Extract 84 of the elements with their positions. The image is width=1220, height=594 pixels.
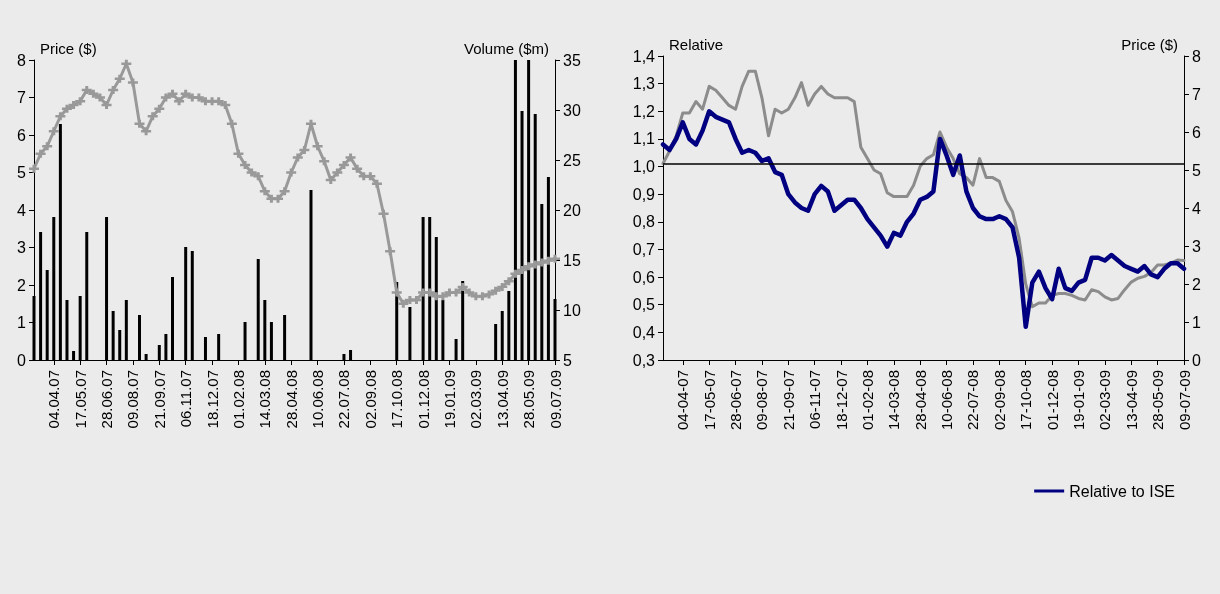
x-tick-label: 09-08-07 — [753, 370, 771, 431]
y-tick-label: 1,4 — [632, 47, 656, 65]
x-tick-label: 18-12-07 — [832, 370, 850, 431]
x-tick-label: 14-03-08 — [885, 370, 903, 431]
legend-label: Relative to ISE — [1069, 482, 1175, 500]
y2-tick-label: 35 — [563, 51, 581, 69]
x-tick-label: 09.08.07 — [124, 370, 142, 429]
y2-tick-label: 2 — [1192, 275, 1201, 293]
y-tick-label: 4 — [17, 201, 27, 219]
x-tick-label: 04.04.07 — [45, 370, 63, 429]
x-tick-label: 13-04-09 — [1122, 370, 1140, 431]
x-tick-label: 09-07-09 — [1175, 370, 1193, 431]
y-tick-label: 0,6 — [632, 268, 656, 286]
y-tick-label: 0 — [17, 351, 27, 369]
x-tick-label: 02-03-09 — [1096, 370, 1114, 431]
x-tick-label: 10.06.08 — [309, 370, 327, 429]
y-tick-label: 0,9 — [632, 185, 656, 203]
x-tick-label: 17-05-07 — [700, 370, 718, 431]
y2-tick-label: 0 — [1192, 351, 1201, 369]
x-tick-label: 17.05.07 — [71, 370, 89, 429]
x-tick-label: 02-09-08 — [990, 370, 1008, 431]
y-tick-label: 0,8 — [632, 213, 656, 231]
y2-tick-label: 6 — [1192, 123, 1201, 141]
x-tick-label: 28-05-09 — [1149, 370, 1167, 431]
y2-tick-label: 7 — [1192, 85, 1201, 103]
y-tick-label: 3 — [17, 239, 27, 256]
y-tick-label: 1,1 — [632, 130, 656, 148]
y-tick-label: 6 — [17, 126, 27, 144]
y2-tick-label: 8 — [1192, 47, 1201, 65]
x-tick-label: 04-04-07 — [674, 370, 692, 431]
x-tick-label: 09.07.09 — [546, 370, 564, 429]
y2-tick-label: 3 — [1192, 237, 1201, 255]
y-tick-label: 2 — [17, 276, 27, 294]
y-tick-label: 5 — [17, 164, 27, 181]
x-tick-label: 22.07.08 — [335, 370, 353, 429]
y-tick-label: 1 — [17, 314, 27, 331]
y2-tick-label: 15 — [563, 251, 581, 269]
x-tick-label: 17-10-08 — [1017, 370, 1035, 431]
x-tick-label: 19-01-09 — [1069, 370, 1087, 431]
y2-tick-label: 25 — [563, 151, 581, 169]
x-tick-label: 28-04-08 — [911, 370, 929, 431]
x-tick-label: 13.04.09 — [493, 370, 511, 429]
x-tick-label: 21-09-07 — [779, 370, 797, 431]
y-tick-label: 0,3 — [632, 351, 656, 369]
y-tick-label: 0,4 — [632, 323, 656, 341]
x-tick-label: 28.04.08 — [282, 370, 300, 429]
x-tick-label: 10-06-08 — [938, 370, 956, 431]
y-tick-label: 0,7 — [632, 240, 656, 258]
x-tick-label: 02.09.08 — [361, 370, 379, 429]
x-tick-label: 21.09.07 — [150, 370, 168, 429]
x-tick-label: 01.02.08 — [229, 370, 247, 429]
x-tick-label: 22-07-08 — [964, 370, 982, 431]
line-series — [660, 109, 1187, 330]
x-tick-label: 28.06.07 — [98, 370, 116, 429]
y-tick-label: 1,2 — [632, 102, 656, 120]
y-tick-label: 8 — [17, 51, 27, 69]
y-axis-title: Relative — [669, 36, 724, 53]
y2-tick-label: 1 — [1192, 313, 1201, 331]
x-tick-label: 28.05.09 — [520, 370, 538, 429]
x-tick-label: 28-06-07 — [727, 370, 745, 431]
line-series — [661, 69, 1186, 309]
y2-tick-label: 10 — [563, 301, 581, 319]
y-tick-label: 7 — [17, 89, 27, 106]
x-tick-label: 17.10.08 — [388, 370, 406, 429]
x-tick-label: 01-12-08 — [1043, 370, 1061, 431]
x-tick-label: 06.11.07 — [177, 370, 195, 428]
y2-axis-title: Price ($) — [1121, 36, 1178, 53]
x-tick-label: 01-02-08 — [858, 370, 876, 431]
y-tick-label: 0,5 — [632, 296, 656, 314]
y2-tick-label: 4 — [1192, 199, 1201, 217]
y2-tick-label: 5 — [563, 351, 572, 369]
y-tick-label: 1,0 — [632, 158, 656, 176]
y2-tick-label: 30 — [563, 101, 581, 119]
x-tick-label: 19.01.09 — [440, 370, 458, 429]
x-tick-label: 01.12.08 — [414, 370, 432, 429]
y2-tick-label: 5 — [1192, 161, 1201, 179]
y-axis-title: Price ($) — [40, 40, 97, 57]
x-tick-label: 02.03.09 — [467, 370, 485, 429]
x-tick-label: 18.12.07 — [203, 370, 221, 429]
x-tick-label: 14.03.08 — [256, 370, 274, 429]
y2-axis-title: Volume ($m) — [463, 40, 549, 57]
x-tick-label: 06-11-07 — [806, 370, 824, 429]
y-tick-label: 1,3 — [632, 75, 656, 93]
y2-tick-label: 20 — [563, 201, 581, 219]
